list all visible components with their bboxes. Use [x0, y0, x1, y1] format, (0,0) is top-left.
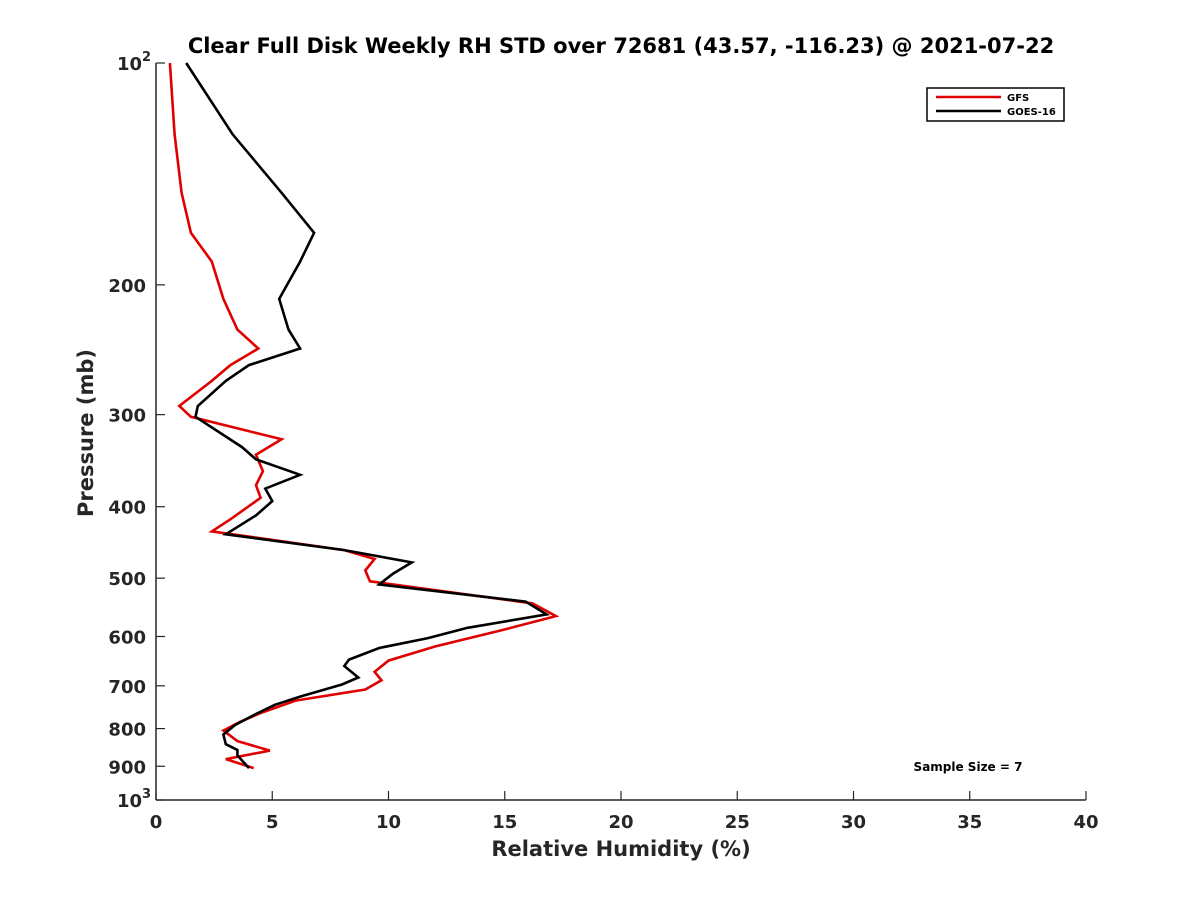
y-tick-label: 200	[108, 276, 146, 297]
y-tick-label: 900	[108, 757, 146, 778]
legend: GFS GOES-16	[926, 87, 1065, 122]
y-tick-label: 600	[108, 627, 146, 648]
series-line-gfs	[168, 62, 560, 770]
y-tick-label: 10	[117, 791, 142, 812]
x-tick-label: 0	[150, 812, 163, 833]
y-tick-exponent: 2	[142, 50, 151, 65]
chart-title: Clear Full Disk Weekly RH STD over 72681…	[188, 34, 1054, 58]
x-tick-label: 5	[266, 812, 279, 833]
legend-box	[926, 87, 1065, 122]
legend-entry-label: GFS	[1007, 93, 1029, 104]
x-tick-label: 35	[957, 812, 982, 833]
x-tick-label: 40	[1073, 812, 1098, 833]
x-tick-label: 10	[376, 812, 401, 833]
x-axis-label: Relative Humidity (%)	[491, 837, 750, 861]
x-tick-label: 20	[608, 812, 633, 833]
series-layer	[168, 62, 560, 770]
legend-entry-label: GOES-16	[1007, 107, 1056, 118]
series-line-goes-16	[185, 62, 551, 769]
y-tick-label: 10	[117, 54, 142, 75]
y-tick-exponent: 3	[142, 787, 151, 802]
sample-size-annotation: Sample Size = 7	[914, 760, 1023, 774]
x-tick-label: 15	[492, 812, 517, 833]
x-tick-label: 30	[841, 812, 866, 833]
x-tick-label: 25	[725, 812, 750, 833]
y-tick-label: 500	[108, 569, 146, 590]
y-tick-label: 400	[108, 498, 146, 519]
y-axis-label: Pressure (mb)	[74, 349, 98, 517]
y-tick-label: 700	[108, 677, 146, 698]
y-tick-label: 800	[108, 720, 146, 741]
y-tick-label: 300	[108, 406, 146, 427]
